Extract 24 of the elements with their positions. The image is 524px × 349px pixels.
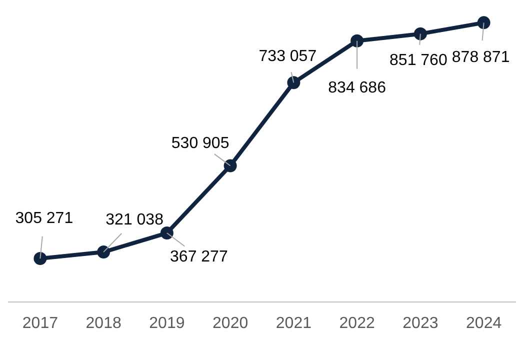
data-label: 530 905 — [171, 135, 230, 152]
data-label: 305 271 — [15, 210, 74, 227]
data-label: 733 057 — [258, 48, 317, 66]
point — [224, 159, 237, 172]
point — [477, 16, 490, 30]
x-tick-label: 2019 — [149, 314, 185, 332]
point — [34, 252, 47, 266]
data-label: 367 277 — [170, 248, 228, 266]
x-tick-label: 2023 — [402, 314, 438, 332]
point — [97, 246, 110, 259]
x-tick-label: 2020 — [212, 314, 248, 332]
data-label: 878 871 — [452, 49, 510, 66]
point — [287, 76, 300, 90]
x-tick-label: 2024 — [466, 314, 502, 332]
x-tick-label: 2017 — [22, 314, 58, 332]
point — [414, 27, 427, 40]
x-tick-label: 2021 — [276, 314, 312, 332]
point — [350, 34, 364, 48]
data-label: 321 038 — [106, 211, 164, 228]
point — [160, 226, 174, 240]
data-label: 834 686 — [328, 79, 386, 96]
x-tick-label: 2022 — [339, 314, 375, 332]
x-tick-label: 2018 — [86, 314, 122, 332]
data-label: 851 760 — [390, 52, 448, 70]
